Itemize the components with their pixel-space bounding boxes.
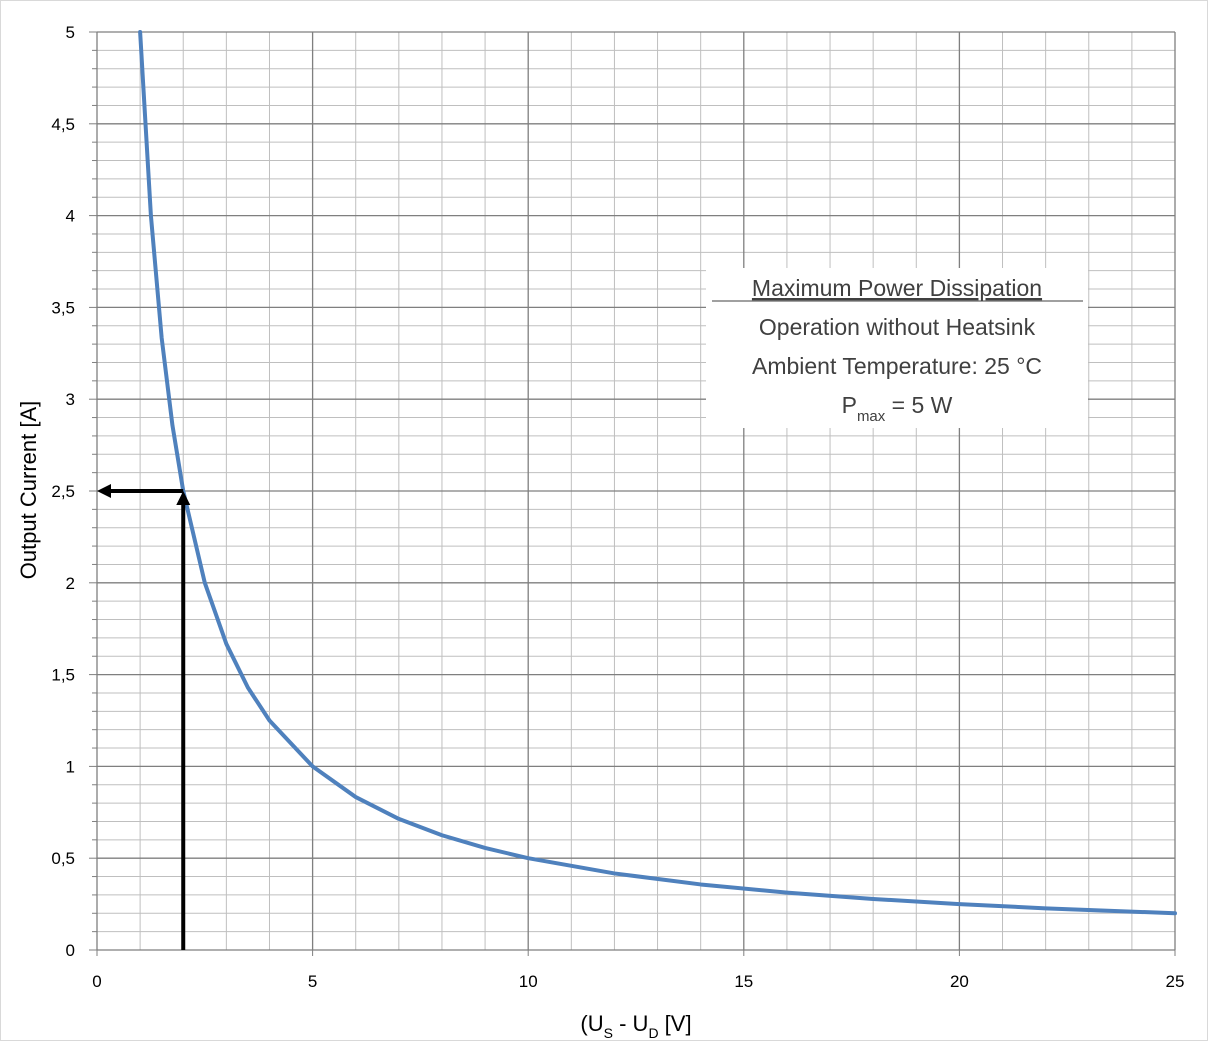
y-tick-label: 0	[66, 941, 75, 960]
x-tick-label: 0	[92, 972, 101, 991]
y-tick-label: 0,5	[51, 849, 75, 868]
y-axis-title: Output Current [A]	[16, 401, 41, 580]
marker-vertical-arrowhead	[176, 491, 190, 505]
axes	[89, 32, 1175, 956]
x-tick-label: 10	[519, 972, 538, 991]
grid-major	[97, 32, 1175, 950]
y-tick-label: 2,5	[51, 482, 75, 501]
x-title-part-3: [V]	[659, 1011, 692, 1036]
annotation-title: Maximum Power Dissipation	[752, 275, 1042, 301]
pmax-value: = 5 W	[885, 392, 952, 418]
y-tick-label: 2	[66, 574, 75, 593]
y-tick-label: 4	[66, 207, 75, 226]
y-tick-label: 5	[66, 23, 75, 42]
x-axis-title: (US - UD [V]	[580, 1011, 691, 1041]
x-title-sub-d: D	[648, 1025, 658, 1041]
x-title-part-1: (U	[580, 1011, 603, 1036]
x-tick-label: 25	[1166, 972, 1185, 991]
annotation-line-2: Ambient Temperature: 25 °C	[752, 353, 1042, 379]
x-tick-label: 20	[950, 972, 969, 991]
tick-labels: 0 0,5 1 1,5 2 2,5 3 3,5 4 4,5 5 0 5 10 15 20 25	[51, 23, 1184, 991]
annotation-line-1: Operation without Heatsink	[759, 314, 1036, 340]
y-tick-label: 4,5	[51, 115, 75, 134]
pmax-symbol: P	[842, 392, 857, 418]
marker-layer	[97, 484, 190, 950]
y-tick-label: 1,5	[51, 666, 75, 685]
annotation-box: Maximum Power Dissipation Operation with…	[706, 268, 1088, 428]
x-tick-label: 5	[308, 972, 317, 991]
y-tick-label: 3,5	[51, 298, 75, 317]
pmax-subscript: max	[857, 408, 886, 425]
x-title-sub-s: S	[604, 1025, 613, 1041]
marker-horizontal-arrowhead	[97, 484, 111, 498]
x-tick-label: 15	[734, 972, 753, 991]
y-tick-label: 3	[66, 390, 75, 409]
x-title-part-2: - U	[613, 1011, 648, 1036]
y-tick-label: 1	[66, 757, 75, 776]
